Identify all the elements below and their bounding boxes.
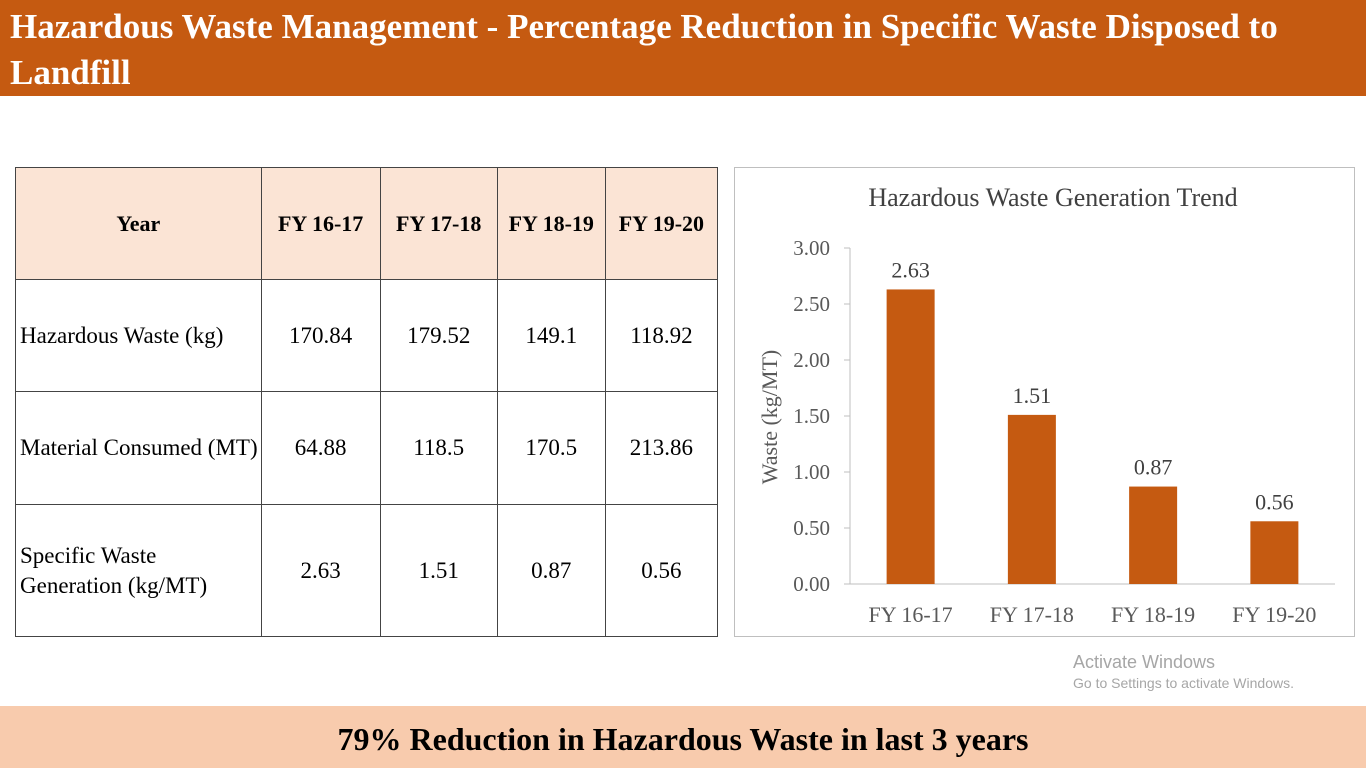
table-cell: 118.5 <box>379 391 498 505</box>
bar <box>886 289 935 584</box>
watermark-subtitle: Go to Settings to activate Windows. <box>1073 675 1294 691</box>
table-cell: 149.1 <box>496 279 606 392</box>
table-cell: 179.52 <box>379 279 498 392</box>
table-cell: 64.88 <box>260 391 381 505</box>
header-fy1718: FY 17-18 <box>379 167 498 280</box>
slide-title: Hazardous Waste Management - Percentage … <box>10 7 1278 92</box>
chart-title: Hazardous Waste Generation Trend <box>868 183 1237 212</box>
bar <box>1007 414 1056 584</box>
row-label-material-consumed: Material Consumed (MT) <box>15 391 262 505</box>
bar-chart: Hazardous Waste Generation Trend Waste (… <box>757 183 1335 627</box>
chart-plot-area: 0.00 0.50 1.00 1.50 2.00 2.50 3.00 2.63 FY 16-17… <box>793 236 1335 627</box>
y-tick-label: 2.00 <box>793 348 830 372</box>
data-table: Year FY 16-17 FY 17-18 FY 18-19 FY 19-20… <box>15 167 719 637</box>
data-label: 2.63 <box>891 257 930 282</box>
data-label: 0.56 <box>1255 489 1294 514</box>
table-cell: 2.63 <box>260 504 381 637</box>
header-fy1617: FY 16-17 <box>260 167 381 280</box>
x-tick-label: FY 18-19 <box>1111 602 1195 627</box>
table-header-row: Year FY 16-17 FY 17-18 FY 18-19 FY 19-20 <box>15 167 719 280</box>
x-tick-label: FY 17-18 <box>990 602 1074 627</box>
table-cell: 1.51 <box>379 504 498 637</box>
y-tick-label: 1.00 <box>793 460 830 484</box>
y-tick-label: 0.00 <box>793 572 830 596</box>
row-label-specific-waste: Specific Waste Generation (kg/MT) <box>15 504 262 637</box>
header-fy1920: FY 19-20 <box>604 167 719 280</box>
watermark-title: Activate Windows <box>1073 652 1216 672</box>
table-cell: 118.92 <box>604 279 719 392</box>
y-tick-label: 1.50 <box>793 404 830 428</box>
x-tick-label: FY 19-20 <box>1232 602 1316 627</box>
footer-message: 79% Reduction in Hazardous Waste in last… <box>337 721 1029 757</box>
header-fy1819: FY 18-19 <box>496 167 606 280</box>
data-label: 0.87 <box>1134 455 1173 480</box>
table-cell: 170.5 <box>496 391 606 505</box>
bar <box>1250 521 1299 584</box>
activation-watermark: Activate Windows Go to Settings to activ… <box>1073 651 1294 693</box>
table-cell: 0.87 <box>496 504 606 637</box>
table-cell: 0.56 <box>604 504 719 637</box>
y-tick-label: 3.00 <box>793 236 830 260</box>
header-year: Year <box>15 167 262 280</box>
table-cell: 170.84 <box>260 279 381 392</box>
table-row: Specific Waste Generation (kg/MT) 2.63 1… <box>15 504 719 637</box>
title-bar: Hazardous Waste Management - Percentage … <box>0 0 1366 96</box>
bar <box>1129 486 1178 584</box>
x-tick-label: FY 16-17 <box>869 602 953 627</box>
table-row: Material Consumed (MT) 64.88 118.5 170.5… <box>15 391 719 505</box>
y-axis-label: Waste (kg/MT) <box>757 350 782 484</box>
row-label-hazardous-waste: Hazardous Waste (kg) <box>15 279 262 392</box>
table-row: Hazardous Waste (kg) 170.84 179.52 149.1… <box>15 279 719 392</box>
y-tick-label: 0.50 <box>793 516 830 540</box>
table-cell: 213.86 <box>604 391 719 505</box>
footer-bar: 79% Reduction in Hazardous Waste in last… <box>0 706 1366 768</box>
chart-container: Hazardous Waste Generation Trend Waste (… <box>734 167 1355 637</box>
y-tick-label: 2.50 <box>793 292 830 316</box>
data-label: 1.51 <box>1013 383 1052 408</box>
